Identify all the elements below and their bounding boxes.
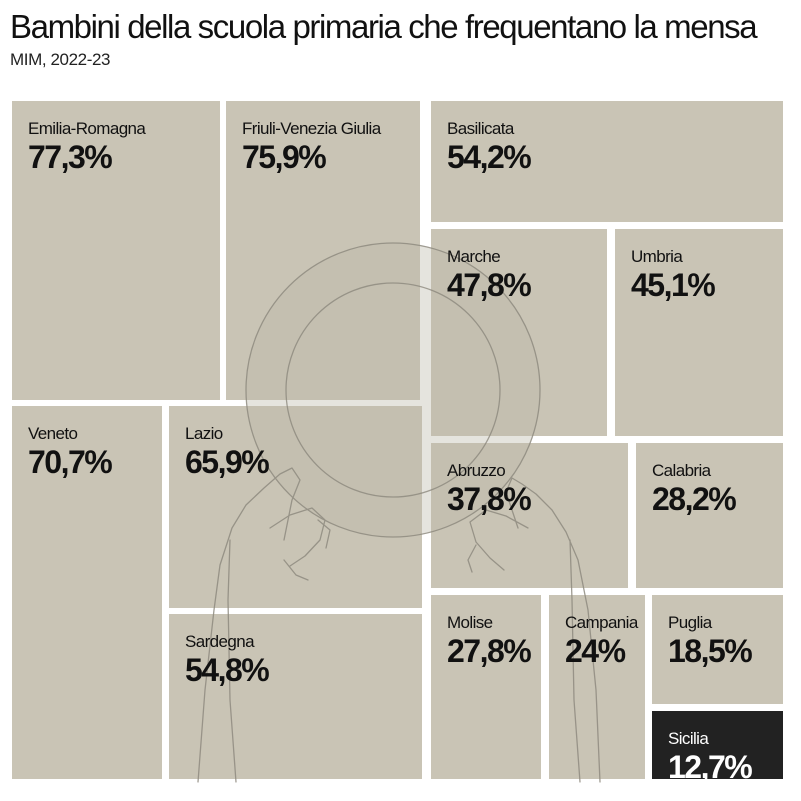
plate-inner	[285, 282, 501, 498]
tile-veneto	[12, 406, 162, 779]
tile-label-sardegna: Sardegna	[185, 632, 255, 651]
chart-header: Bambini della scuola primaria che freque…	[10, 6, 790, 70]
right-hand	[505, 477, 601, 783]
tile-value-sicilia: 12,7%	[668, 749, 752, 785]
tile-label-campania: Campania	[565, 613, 639, 632]
tile-emilia-romagna	[12, 101, 220, 400]
tile-sicilia	[652, 711, 783, 779]
tile-label-friuli-venezia-giulia: Friuli-Venezia Giulia	[242, 119, 382, 138]
tile-molise	[431, 595, 541, 779]
left-hand	[197, 467, 301, 783]
tile-value-veneto: 70,7%	[28, 444, 112, 480]
tile-value-calabria: 28,2%	[652, 481, 736, 517]
tile-value-emilia-romagna: 77,3%	[28, 139, 112, 175]
tile-value-molise: 27,8%	[447, 633, 531, 669]
tile-label-basilicata: Basilicata	[447, 119, 515, 138]
tile-puglia	[652, 595, 783, 704]
tile-label-lazio: Lazio	[185, 424, 223, 443]
tile-value-campania: 24%	[565, 633, 626, 669]
chart-source: MIM, 2022-23	[10, 50, 111, 69]
tile-label-marche: Marche	[447, 247, 500, 266]
tile-label-emilia-romagna: Emilia-Romagna	[28, 119, 146, 138]
tile-calabria	[636, 443, 783, 588]
tile-marche	[431, 229, 607, 436]
tile-label-sicilia: Sicilia	[668, 729, 709, 748]
chart-title: Bambini della scuola primaria che freque…	[10, 8, 758, 45]
right-hand-fingers	[467, 509, 529, 573]
tile-campania	[549, 595, 645, 779]
tile-friuli-venezia-giulia	[226, 101, 420, 400]
tile-value-lazio: 65,9%	[185, 444, 269, 480]
tile-abruzzo	[431, 443, 628, 588]
tile-value-puglia: 18,5%	[668, 633, 752, 669]
tile-sardegna	[169, 614, 422, 779]
tile-value-marche: 47,8%	[447, 267, 531, 303]
tile-label-abruzzo: Abruzzo	[447, 461, 505, 480]
tile-label-veneto: Veneto	[28, 424, 77, 443]
tile-value-abruzzo: 37,8%	[447, 481, 531, 517]
tile-value-basilicata: 54,2%	[447, 139, 531, 175]
plate-fill	[246, 243, 540, 537]
tile-umbria	[615, 229, 783, 436]
treemap-tiles	[12, 101, 783, 779]
tile-basilicata	[431, 101, 783, 222]
tile-value-sardegna: 54,8%	[185, 652, 269, 688]
tile-label-calabria: Calabria	[652, 461, 712, 480]
plate-hands-illustration	[197, 242, 601, 783]
tile-label-puglia: Puglia	[668, 613, 713, 632]
tile-value-umbria: 45,1%	[631, 267, 715, 303]
tile-value-friuli-venezia-giulia: 75,9%	[242, 139, 326, 175]
tile-label-molise: Molise	[447, 613, 493, 632]
plate-outer	[245, 242, 541, 538]
tile-label-umbria: Umbria	[631, 247, 683, 266]
